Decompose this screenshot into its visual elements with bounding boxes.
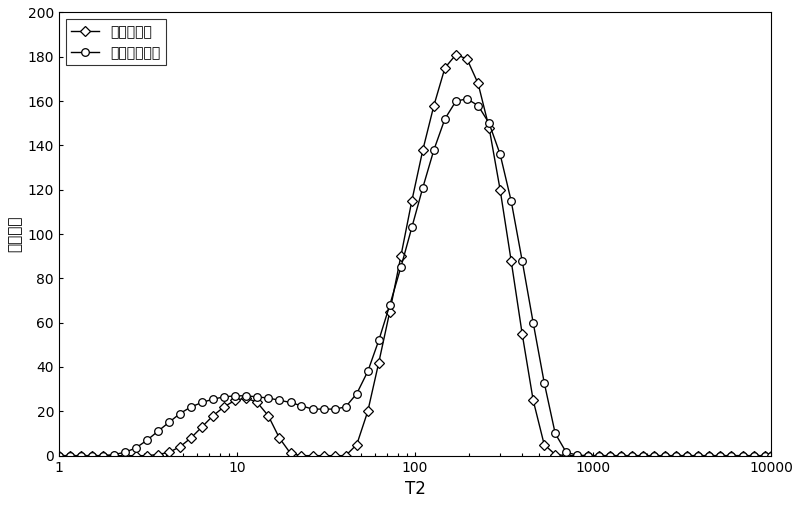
饱和油状态: [766, 452, 776, 459]
Line: 油水共存状态: 油水共存状态: [55, 95, 775, 460]
饱和油状态: [451, 52, 461, 58]
X-axis label: T2: T2: [405, 480, 426, 498]
Line: 饱和油状态: 饱和油状态: [55, 51, 774, 459]
饱和油状态: [274, 435, 284, 441]
油水共存状态: [627, 452, 637, 459]
油水共存状态: [109, 451, 118, 458]
油水共存状态: [274, 397, 284, 403]
油水共存状态: [462, 96, 472, 102]
饱和油状态: [230, 397, 240, 403]
饱和油状态: [363, 408, 373, 414]
油水共存状态: [726, 452, 736, 459]
Legend: 饱和油状态, 油水共存状态: 饱和油状态, 油水共存状态: [66, 19, 166, 66]
饱和油状态: [54, 452, 64, 459]
油水共存状态: [766, 452, 776, 459]
饱和油状态: [627, 452, 637, 459]
Y-axis label: 信号强度: 信号强度: [7, 216, 22, 252]
油水共存状态: [363, 369, 373, 375]
油水共存状态: [230, 393, 240, 399]
饱和油状态: [109, 452, 118, 459]
油水共存状态: [54, 452, 64, 459]
饱和油状态: [726, 452, 736, 459]
